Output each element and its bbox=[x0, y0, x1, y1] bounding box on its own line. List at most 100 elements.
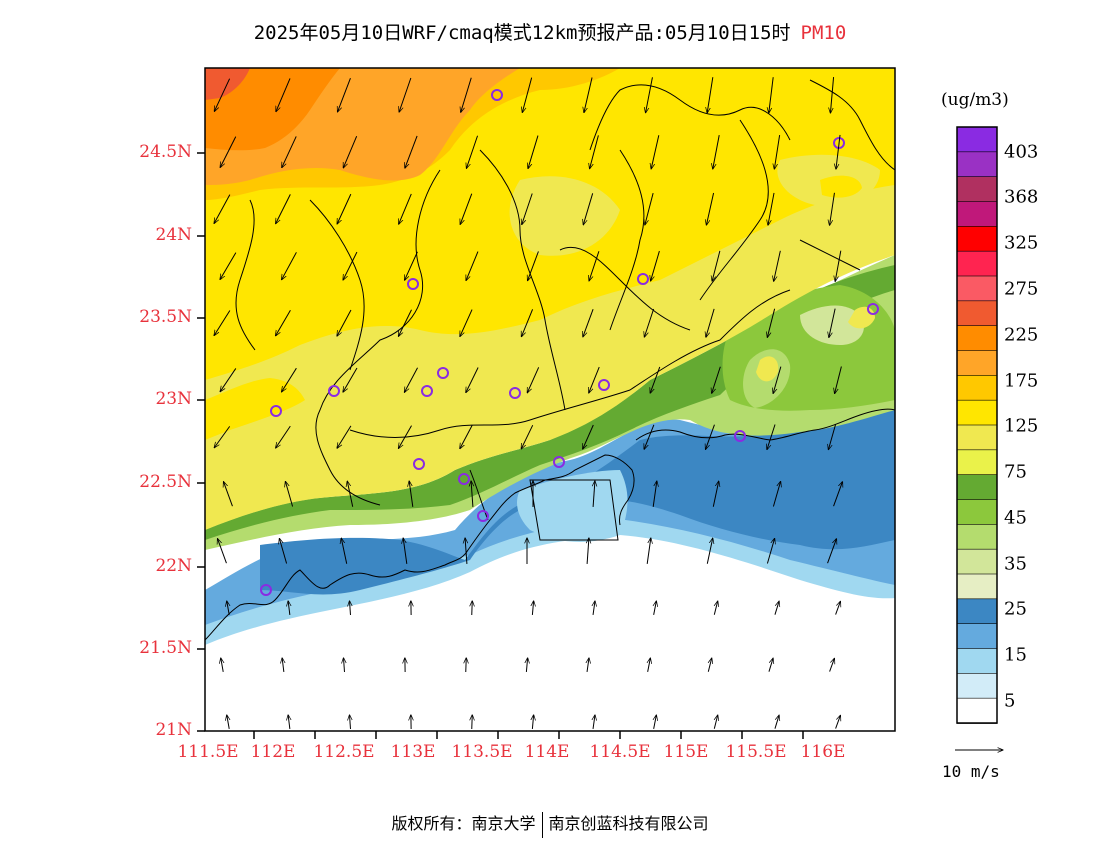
colorbar-label: 325 bbox=[1004, 232, 1039, 254]
colorbar-frame bbox=[956, 126, 998, 724]
wind-arrow bbox=[337, 309, 352, 336]
wind-arrow bbox=[706, 538, 712, 564]
wind-arrow bbox=[350, 601, 351, 616]
station-marker bbox=[491, 89, 503, 101]
station-marker bbox=[328, 385, 340, 397]
colorbar-swatch bbox=[956, 176, 998, 203]
lon-label: 115E bbox=[663, 742, 709, 762]
wind-arrow bbox=[835, 601, 841, 615]
copyright-left: 版权所有：南京大学 bbox=[391, 814, 536, 833]
wind-arrow bbox=[282, 136, 297, 167]
colorbar-swatch bbox=[956, 648, 998, 675]
wind-arrow bbox=[773, 366, 782, 394]
wind-arrow bbox=[712, 481, 718, 507]
wind-arrow bbox=[589, 251, 600, 281]
wind-arrow bbox=[712, 366, 721, 393]
wind-arrow bbox=[214, 194, 231, 224]
colorbar-label: 125 bbox=[1004, 415, 1039, 437]
wind-arrow bbox=[713, 135, 720, 169]
colorbar-label: 25 bbox=[1004, 598, 1027, 620]
colorbar-swatch bbox=[956, 226, 998, 252]
lat-label: 21N bbox=[155, 720, 192, 740]
lon-label: 111.5E bbox=[177, 742, 239, 762]
wind-arrow bbox=[644, 424, 655, 449]
wind-arrow bbox=[646, 538, 651, 564]
wind-arrow bbox=[651, 250, 660, 281]
wind-arrow bbox=[835, 250, 842, 282]
station-marker bbox=[553, 456, 565, 468]
colorbar-swatch bbox=[956, 399, 998, 426]
colorbar-label: 225 bbox=[1004, 324, 1039, 346]
wind-arrow bbox=[399, 193, 412, 224]
wind-arrow bbox=[282, 252, 297, 279]
wind-arrow bbox=[398, 309, 412, 336]
wind-arrow bbox=[347, 481, 354, 507]
colorbar-swatch bbox=[956, 250, 998, 277]
colorbar-swatch bbox=[956, 548, 998, 575]
colorbar-swatch bbox=[956, 499, 998, 526]
wind-arrow bbox=[829, 308, 836, 338]
wind-arrow bbox=[590, 135, 599, 168]
colorbar bbox=[956, 126, 998, 724]
colorbar-swatch bbox=[956, 474, 998, 501]
footer-separator bbox=[541, 811, 543, 838]
station-marker bbox=[637, 273, 649, 285]
station-marker bbox=[437, 367, 449, 379]
colorbar-swatch bbox=[956, 201, 998, 228]
wind-arrow bbox=[343, 135, 358, 168]
wind-arrow bbox=[399, 77, 412, 112]
copyright-footer: 版权所有：南京大学 南京创蓝科技有限公司 bbox=[0, 810, 1100, 838]
wind-arrow bbox=[593, 715, 595, 730]
wind-arrow bbox=[471, 481, 473, 508]
wind-arrow bbox=[772, 482, 780, 507]
lat-label: 22.5N bbox=[139, 472, 192, 492]
wind-arrow bbox=[589, 366, 600, 393]
wind-vectors bbox=[214, 77, 843, 730]
wind-arrow bbox=[343, 251, 358, 280]
wind-arrow bbox=[767, 424, 776, 450]
colorbar-swatch bbox=[956, 673, 998, 699]
wind-arrow bbox=[276, 310, 291, 335]
wind-arrow bbox=[224, 482, 233, 507]
wind-arrow bbox=[706, 308, 715, 337]
colorbar-swatch bbox=[956, 126, 998, 153]
wind-arrow bbox=[646, 77, 653, 112]
title-variable: PM10 bbox=[800, 22, 847, 44]
colorbar-swatch bbox=[956, 524, 998, 550]
wind-arrow bbox=[337, 193, 352, 224]
wind-arrow bbox=[214, 310, 231, 336]
wind-arrow bbox=[584, 77, 593, 112]
station-marker bbox=[598, 379, 610, 391]
station-marker bbox=[833, 137, 845, 149]
wind-arrow bbox=[769, 77, 774, 113]
wind-arrow bbox=[583, 193, 594, 224]
station-marker bbox=[270, 405, 282, 417]
wind-arrow bbox=[528, 135, 539, 169]
wind-arrow bbox=[651, 135, 660, 169]
colorbar-label: 35 bbox=[1004, 553, 1027, 575]
station-marker bbox=[407, 278, 419, 290]
wind-arrow bbox=[833, 482, 843, 507]
lat-label: 21.5N bbox=[139, 638, 192, 658]
lon-label: 115.5E bbox=[725, 742, 787, 762]
lon-label: 112E bbox=[250, 742, 296, 762]
colorbar-label: 275 bbox=[1004, 278, 1039, 300]
lon-label: 114.5E bbox=[589, 742, 651, 762]
wind-arrow bbox=[461, 77, 472, 112]
wind-arrow bbox=[593, 481, 595, 508]
wind-arrow bbox=[282, 658, 284, 673]
wind-arrow bbox=[706, 424, 715, 450]
wind-arrow bbox=[766, 539, 774, 564]
wind-arrow bbox=[774, 601, 779, 615]
wind-arrow bbox=[532, 715, 533, 730]
station-marker bbox=[477, 510, 489, 522]
wind-arrow bbox=[466, 135, 479, 169]
lon-label: 116E bbox=[800, 742, 846, 762]
wind-arrow bbox=[836, 134, 841, 169]
lat-label: 24.5N bbox=[139, 142, 192, 162]
wind-arrow bbox=[337, 425, 352, 448]
wind-arrow bbox=[707, 77, 714, 113]
wind-arrow bbox=[830, 77, 835, 113]
wind-arrow bbox=[227, 715, 229, 729]
